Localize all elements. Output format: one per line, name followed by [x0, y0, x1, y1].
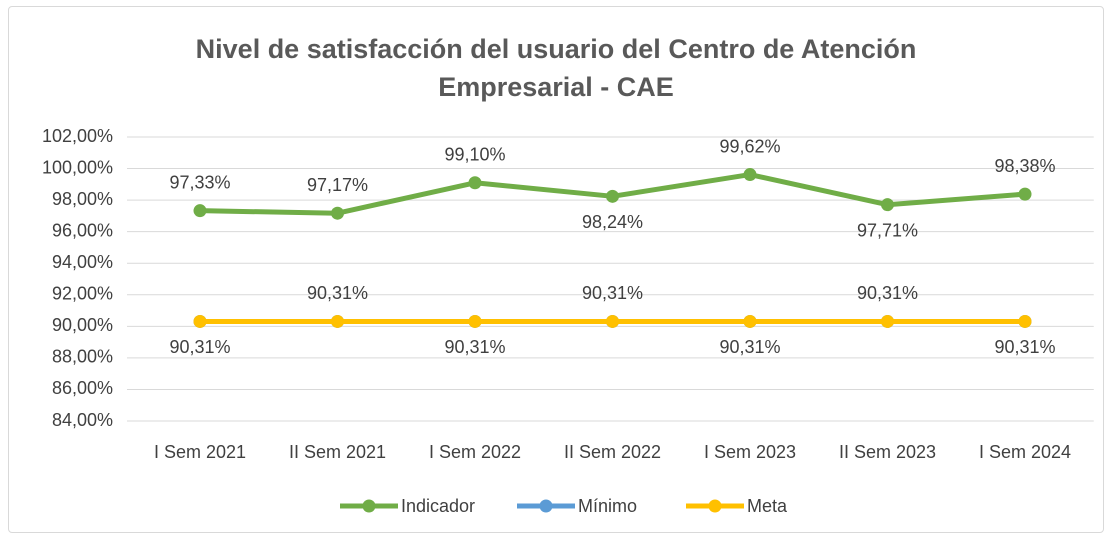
data-label: 90,31% [169, 337, 230, 357]
data-label: 90,31% [857, 283, 918, 303]
chart-title: Nivel de satisfacción del usuario del Ce… [195, 34, 917, 102]
data-label: 90,31% [719, 337, 780, 357]
x-tick-label: II Sem 2022 [564, 442, 661, 462]
y-tick-label: 92,00% [52, 284, 113, 304]
y-tick-label: 100,00% [42, 157, 113, 177]
data-label: 97,71% [857, 220, 918, 240]
legend-marker [708, 499, 722, 513]
point [743, 168, 757, 182]
legend-marker [539, 499, 553, 513]
point [881, 198, 894, 212]
point [468, 176, 482, 190]
point [331, 206, 344, 220]
y-tick-label: 94,00% [52, 252, 113, 272]
point [743, 314, 757, 328]
chart-frame [8, 6, 1104, 533]
data-label: 90,31% [307, 283, 368, 303]
data-label: 90,31% [994, 337, 1055, 357]
x-tick-label: II Sem 2023 [839, 442, 936, 462]
x-tick-label: I Sem 2021 [154, 442, 246, 462]
data-label: 98,24% [582, 212, 643, 232]
x-tick-label: I Sem 2023 [704, 442, 796, 462]
point [606, 314, 619, 328]
y-tick-label: 86,00% [52, 378, 113, 398]
point [606, 189, 619, 203]
legend-marker [362, 499, 376, 513]
x-tick-label: II Sem 2021 [289, 442, 386, 462]
data-label: 99,10% [444, 145, 505, 165]
data-label: 97,17% [307, 175, 368, 195]
y-tick-label: 96,00% [52, 220, 113, 240]
y-tick-label: 88,00% [52, 347, 113, 367]
x-tick-label: I Sem 2024 [979, 442, 1071, 462]
point [1018, 314, 1032, 328]
y-tick-label: 98,00% [52, 189, 113, 209]
point [193, 204, 207, 218]
point [1018, 187, 1032, 201]
data-label: 98,38% [994, 156, 1055, 176]
point [331, 314, 344, 328]
y-tick-label: 102,00% [42, 126, 113, 146]
legend-label: Indicador [401, 496, 475, 516]
data-label: 90,31% [444, 337, 505, 357]
point [881, 314, 894, 328]
data-label: 90,31% [582, 283, 643, 303]
point [193, 314, 207, 328]
data-label: 97,33% [169, 172, 230, 192]
legend-label: Mínimo [578, 496, 637, 516]
point [468, 314, 482, 328]
y-tick-label: 90,00% [52, 315, 113, 335]
y-tick-label: 84,00% [52, 410, 113, 430]
x-tick-label: I Sem 2022 [429, 442, 521, 462]
legend-label: Meta [747, 496, 788, 516]
data-label: 99,62% [719, 136, 780, 156]
